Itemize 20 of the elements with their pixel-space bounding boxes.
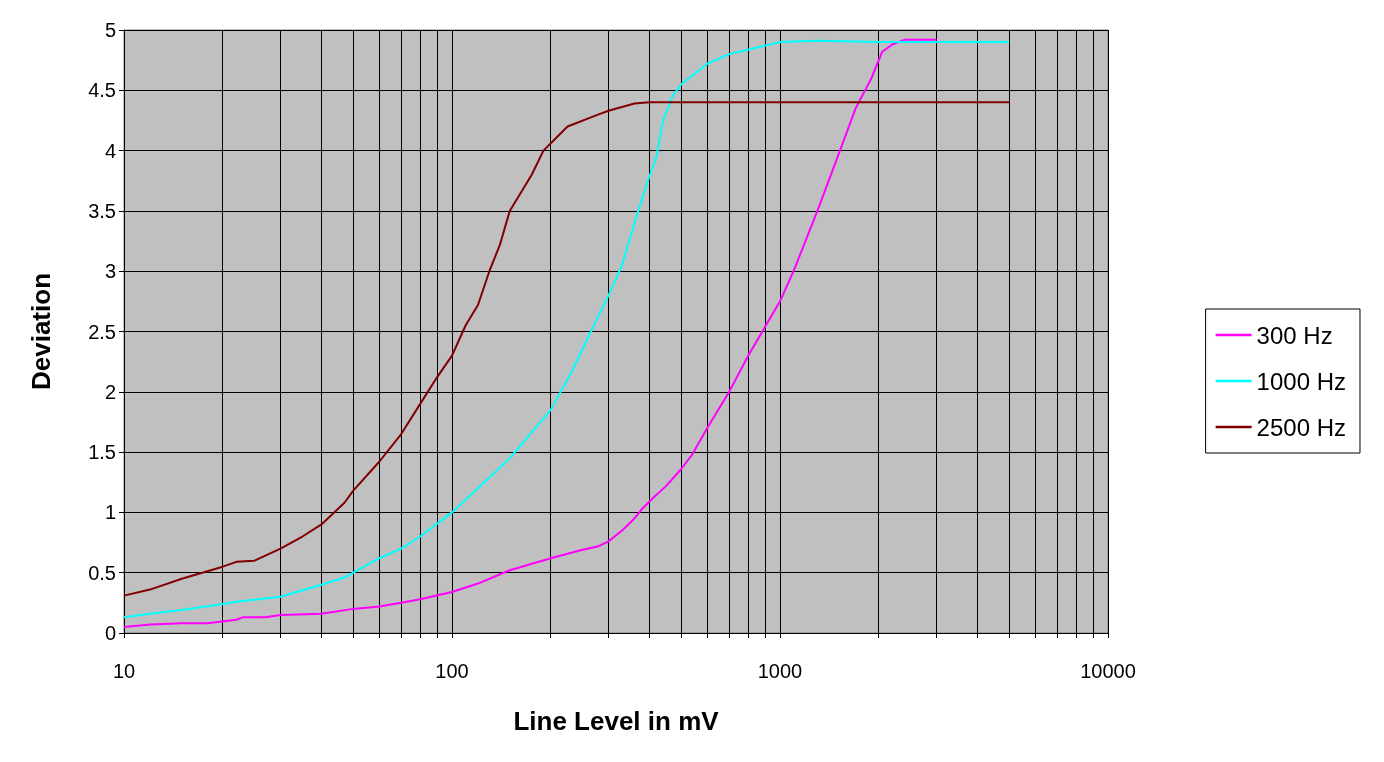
x-tick-label: 1000	[757, 660, 803, 682]
legend-label: 2500 Hz	[1256, 413, 1346, 441]
y-tick-label: 1	[104, 501, 116, 524]
y-tick-label: 4.5	[88, 79, 116, 102]
y-tick-label: 4	[104, 139, 116, 162]
legend-label: 300 Hz	[1256, 321, 1333, 349]
x-axis-title: Line Level in mV	[513, 706, 720, 736]
y-tick-label: 3	[104, 260, 116, 283]
x-tick-label: 10000	[1080, 660, 1136, 682]
y-tick-label: 0	[104, 622, 116, 644]
y-tick-label: 0.5	[88, 561, 116, 584]
x-tick-label: 10	[112, 660, 136, 682]
y-tick-label: 2	[104, 380, 116, 403]
y-tick-label: 2.5	[88, 320, 116, 343]
y-tick-label: 5	[104, 19, 116, 41]
y-axis-title: Deviation	[26, 272, 56, 391]
legend-label: 1000 Hz	[1256, 367, 1346, 395]
y-tick-label: 1.5	[88, 441, 116, 464]
x-tick-label: 100	[435, 660, 469, 682]
y-tick-label: 3.5	[88, 199, 116, 222]
